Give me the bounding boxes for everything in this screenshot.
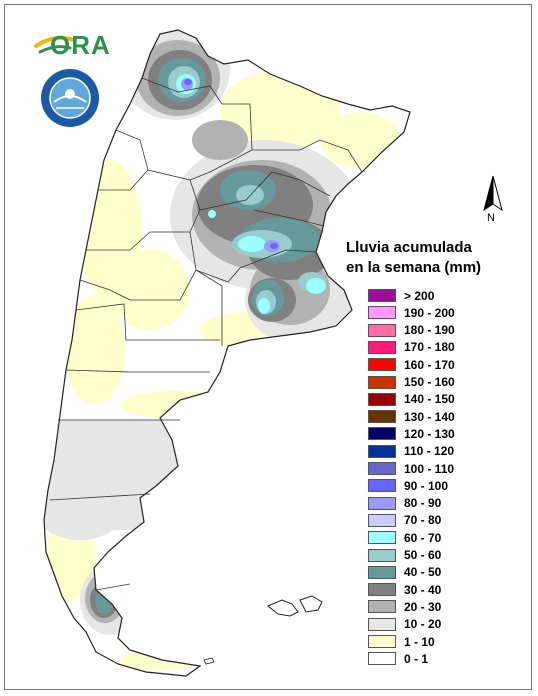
legend-swatch: [368, 462, 396, 475]
legend-swatch: [368, 548, 396, 562]
legend-swatch: [368, 617, 396, 631]
legend-swatch: [368, 392, 396, 406]
legend-label: 90 - 100: [404, 478, 449, 493]
legend-label: 120 - 130: [404, 426, 455, 441]
legend-item: 10 - 20: [368, 617, 441, 632]
legend-swatch: [368, 513, 396, 527]
legend-label: 100 - 110: [404, 461, 455, 476]
legend-item: 160 - 170: [368, 357, 455, 372]
legend-swatch: [368, 635, 396, 648]
legend-label: 150 - 160: [404, 375, 455, 389]
legend-swatch: [368, 496, 396, 510]
legend-item: 120 - 130: [368, 426, 455, 441]
legend-item: 140 - 150: [368, 392, 455, 407]
legend-label: 1 - 10: [404, 634, 435, 649]
legend-item: 110 - 120: [368, 444, 454, 459]
legend-label: 190 - 200: [404, 305, 455, 320]
map-frame: [4, 4, 532, 690]
legend-title: Lluvia acumulada en la semana (mm): [346, 238, 526, 278]
legend-label: 170 - 180: [404, 340, 455, 355]
legend-item: 50 - 60: [368, 548, 441, 563]
legend-swatch: [368, 340, 396, 354]
legend-item: > 200: [368, 288, 434, 303]
legend-item: 180 - 190: [368, 323, 455, 338]
legend-label: > 200: [404, 288, 435, 303]
smn-seal: [41, 69, 99, 127]
legend-swatch: [368, 289, 396, 302]
country-outline: [43, 29, 411, 677]
north-label: N: [487, 212, 495, 224]
legend-swatch: [368, 600, 396, 614]
legend-label: 140 - 150: [404, 392, 455, 407]
legend-label: 180 - 190: [404, 323, 455, 338]
legend-swatch: [368, 531, 396, 545]
legend-swatch: [368, 410, 396, 424]
legend-item: 60 - 70: [368, 530, 441, 545]
ora-logo: [34, 36, 76, 54]
legend-item: 80 - 90: [368, 496, 441, 511]
legend-swatch: [368, 444, 396, 458]
legend-label: 30 - 40: [404, 582, 442, 597]
legend-label: 60 - 70: [404, 530, 442, 545]
legend-label: 130 - 140: [404, 409, 455, 424]
legend-swatch: [368, 583, 396, 597]
rainfall-shading: [44, 30, 400, 670]
legend-item: 1 - 10: [368, 634, 435, 649]
legend-item: 190 - 200: [368, 305, 455, 320]
malvinas-islands: [267, 595, 323, 617]
legend-label: 10 - 20: [404, 617, 442, 632]
legend-title-line1: Lluvia acumulada: [346, 239, 472, 256]
legend-item: 20 - 30: [368, 599, 441, 614]
legend-label: 70 - 80: [404, 513, 442, 528]
north-arrow-icon: [483, 175, 503, 212]
legend-label: 80 - 90: [404, 496, 442, 511]
legend-item: 100 - 110: [368, 461, 454, 476]
legend-item: 130 - 140: [368, 409, 455, 424]
legend-item: 40 - 50: [368, 565, 441, 580]
legend-swatch: [368, 427, 396, 441]
legend-swatch: [368, 652, 396, 666]
legend-title-line2: en la semana (mm): [346, 259, 482, 276]
legend-label: 40 - 50: [404, 565, 442, 580]
legend-swatch: [368, 479, 396, 493]
legend-label: 160 - 170: [404, 357, 455, 372]
legend-item: 170 - 180: [368, 340, 455, 355]
legend-swatch: [368, 565, 396, 579]
legend-swatch: [368, 358, 396, 372]
legend-swatch: [368, 306, 396, 320]
legend-swatch: [368, 375, 396, 389]
legend-label: 110 - 120: [404, 444, 455, 459]
legend-label: 50 - 60: [404, 548, 442, 562]
legend-label: 0 - 1: [404, 651, 429, 666]
legend-item: 0 - 1: [368, 651, 428, 666]
ora-logo-text: ORA: [50, 30, 111, 60]
legend-label: 20 - 30: [404, 599, 442, 614]
province-boundaries: [49, 77, 363, 591]
south-islands: [203, 657, 215, 665]
legend-item: 150 - 160: [368, 375, 455, 390]
legend-item: 70 - 80: [368, 513, 441, 528]
legend-item: 90 - 100: [368, 478, 448, 493]
legend-swatch: [368, 323, 396, 337]
legend-item: 30 - 40: [368, 582, 441, 597]
